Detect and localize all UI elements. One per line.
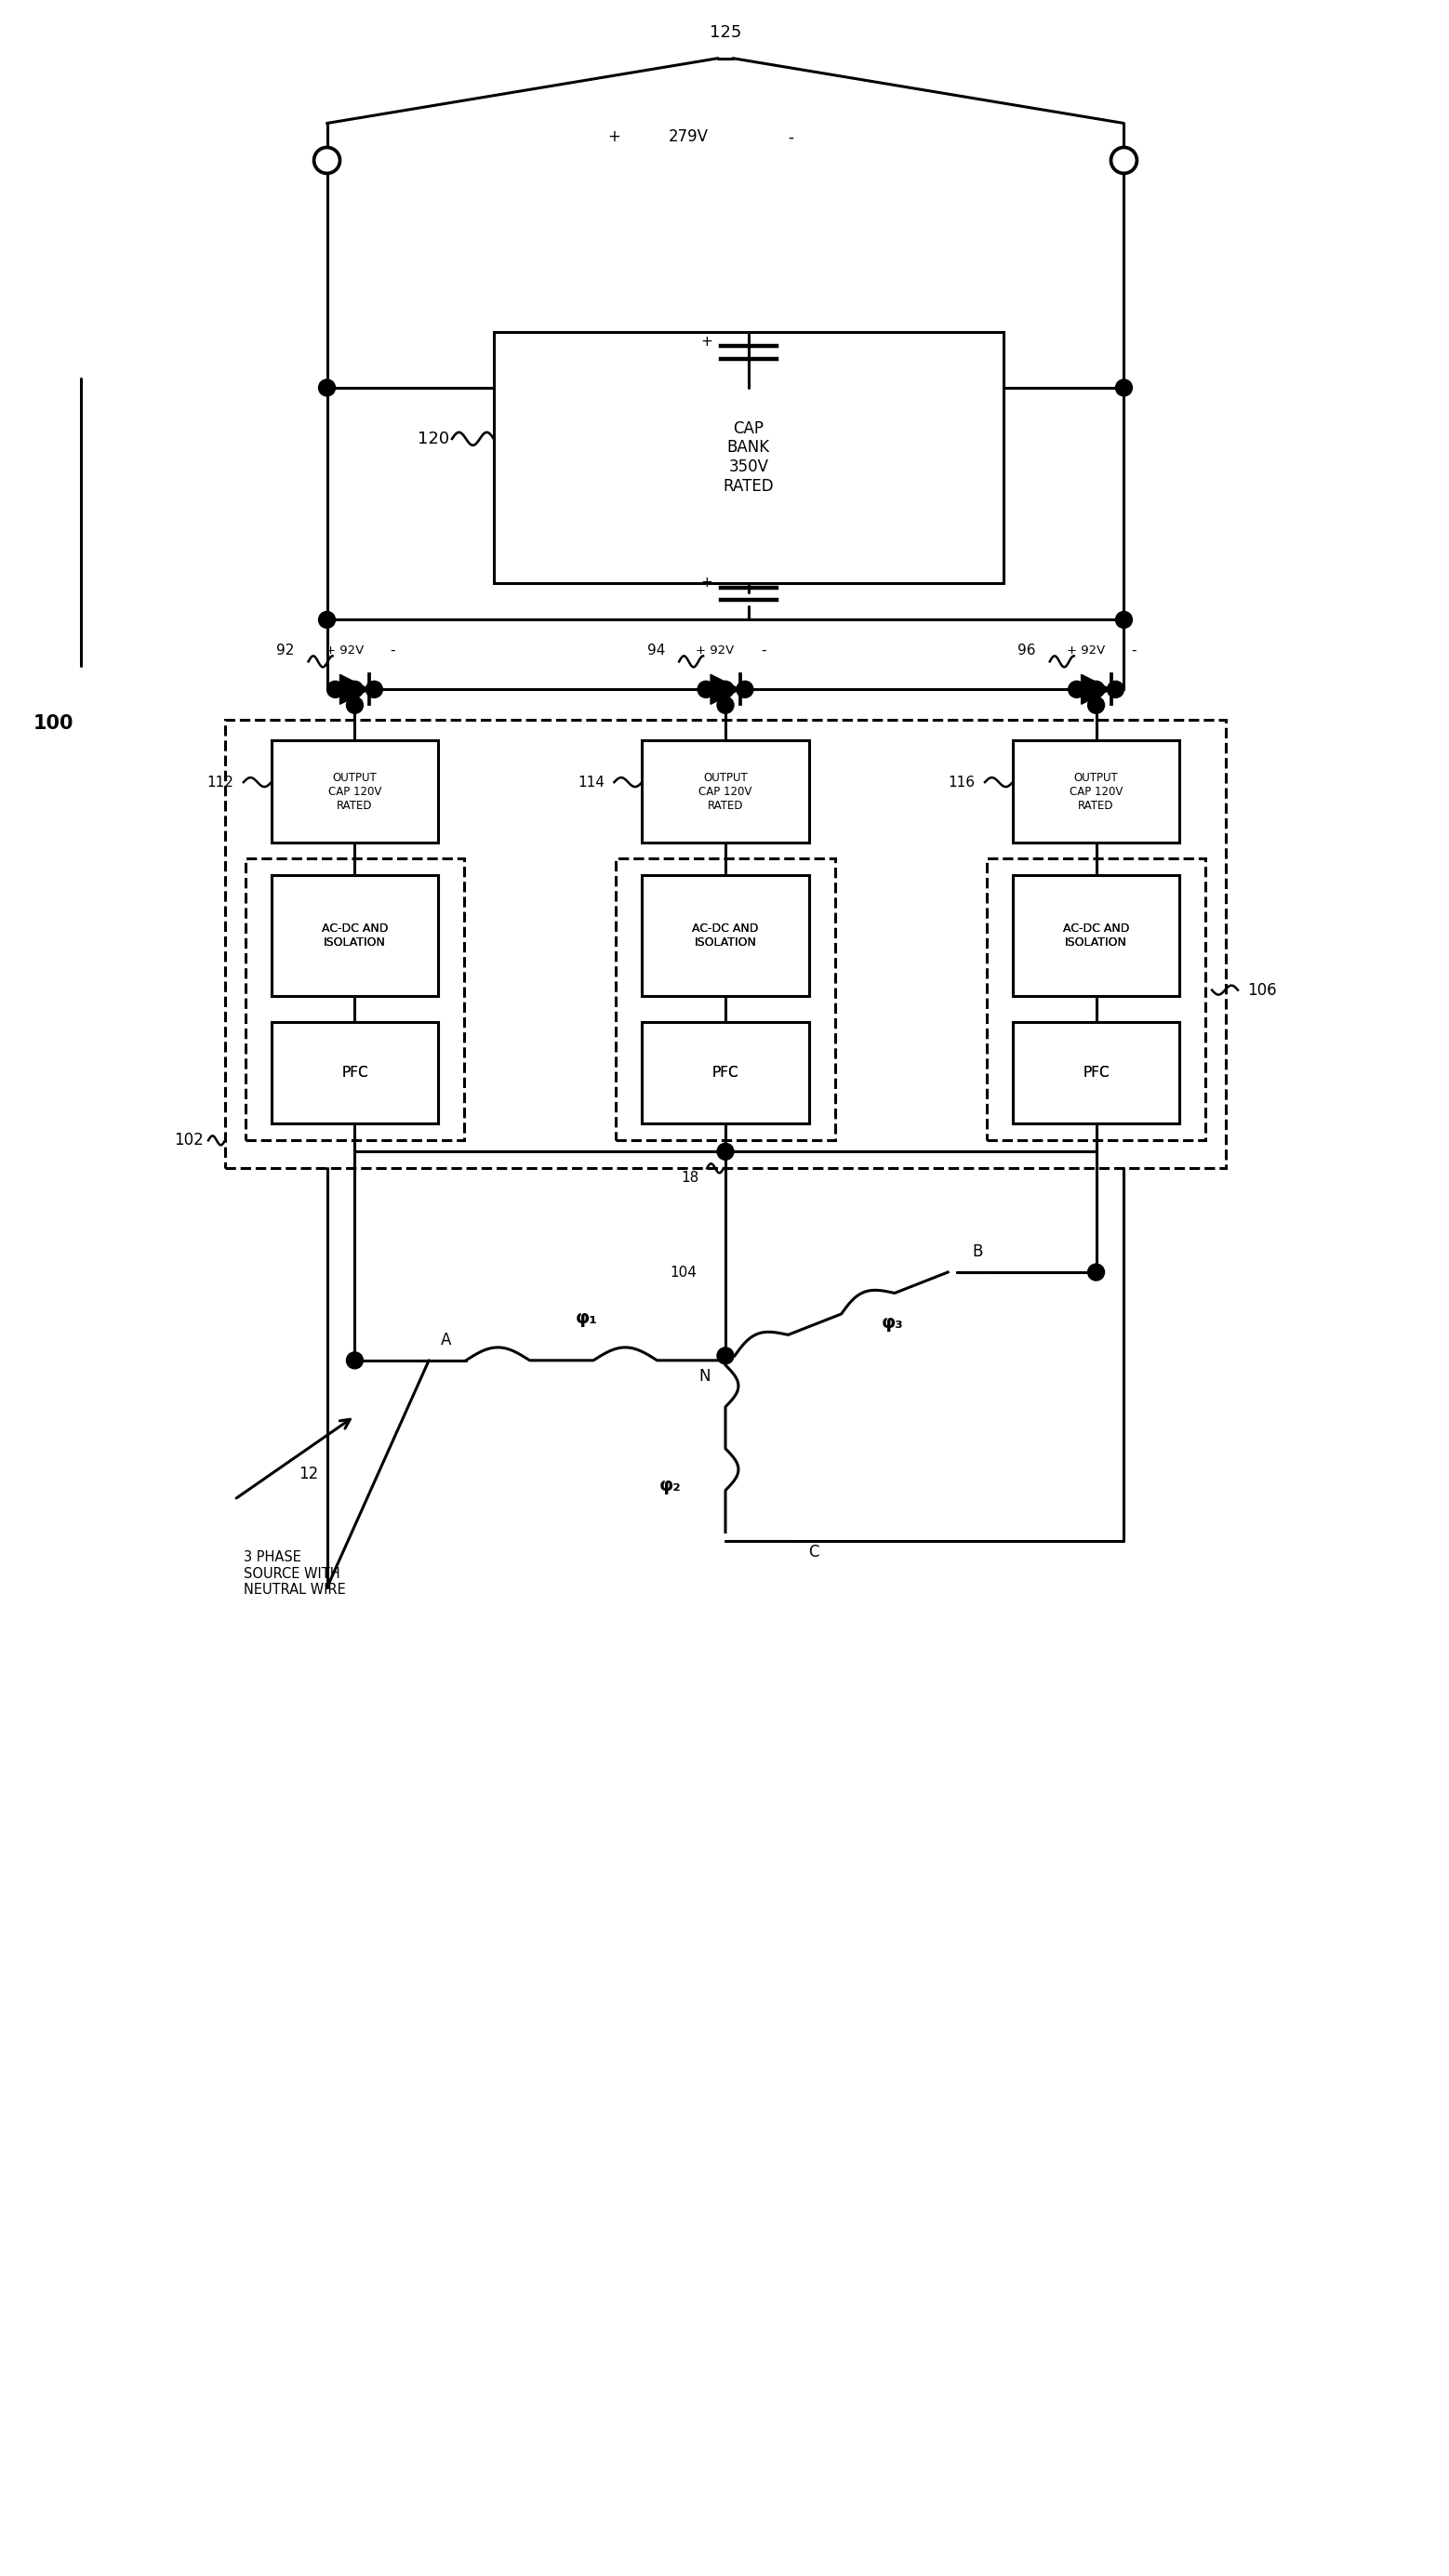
Bar (225, 721, 1226, 1170)
Text: 18: 18 (681, 1170, 700, 1185)
Text: φ₃: φ₃ (881, 1314, 903, 1332)
Text: PFC: PFC (342, 1066, 368, 1079)
Bar (494, 332, 1004, 582)
Bar (271, 876, 438, 997)
Text: 94: 94 (646, 644, 665, 657)
Bar (1013, 739, 1179, 842)
Text: N: N (700, 1368, 711, 1383)
Circle shape (717, 1347, 733, 1365)
Bar (642, 1023, 809, 1123)
Text: -: - (390, 644, 396, 657)
Text: 100: 100 (33, 714, 74, 732)
Circle shape (717, 680, 733, 698)
Bar (616, 858, 835, 1141)
Text: 102: 102 (174, 1131, 204, 1149)
Text: 120: 120 (417, 430, 449, 448)
Circle shape (1116, 611, 1132, 629)
Bar (642, 1023, 809, 1123)
Polygon shape (710, 675, 740, 703)
Text: 3 PHASE
SOURCE WITH
NEUTRAL WIRE: 3 PHASE SOURCE WITH NEUTRAL WIRE (243, 1551, 346, 1597)
Text: 116: 116 (948, 775, 975, 788)
Text: C: C (809, 1543, 819, 1561)
Bar (271, 876, 438, 997)
Text: A: A (440, 1332, 451, 1347)
Circle shape (1107, 680, 1124, 698)
Circle shape (717, 696, 733, 714)
Text: 96: 96 (1017, 644, 1036, 657)
Bar (271, 1023, 438, 1123)
Circle shape (319, 611, 335, 629)
Polygon shape (1081, 675, 1111, 703)
Text: AC-DC AND
ISOLATION: AC-DC AND ISOLATION (1064, 922, 1129, 948)
Bar (1013, 1023, 1179, 1123)
Bar (1013, 876, 1179, 997)
Bar (245, 858, 464, 1141)
Bar (1013, 1023, 1179, 1123)
Circle shape (1088, 680, 1104, 698)
Text: 12: 12 (298, 1466, 319, 1481)
Text: PFC: PFC (711, 1066, 739, 1079)
Bar (271, 739, 438, 842)
Text: OUTPUT
CAP 120V
RATED: OUTPUT CAP 120V RATED (327, 770, 381, 811)
Text: AC-DC AND
ISOLATION: AC-DC AND ISOLATION (693, 922, 759, 948)
Bar (642, 876, 809, 997)
Text: 114: 114 (578, 775, 604, 788)
Circle shape (697, 680, 714, 698)
Text: -: - (1132, 644, 1136, 657)
Circle shape (1088, 696, 1104, 714)
Text: -: - (761, 644, 767, 657)
Text: PFC: PFC (1082, 1066, 1110, 1079)
Circle shape (365, 680, 383, 698)
Circle shape (327, 680, 343, 698)
Text: PFC: PFC (1082, 1066, 1110, 1079)
Polygon shape (341, 675, 369, 703)
Bar (271, 1023, 438, 1123)
Text: CAP
BANK
350V
RATED: CAP BANK 350V RATED (723, 420, 774, 495)
Text: AC-DC AND
ISOLATION: AC-DC AND ISOLATION (322, 922, 388, 948)
Text: φ₂: φ₂ (659, 1476, 681, 1494)
Circle shape (736, 680, 753, 698)
Bar (642, 739, 809, 842)
Text: 112: 112 (207, 775, 233, 788)
Circle shape (1068, 680, 1085, 698)
Text: PFC: PFC (342, 1066, 368, 1079)
Text: 125: 125 (710, 23, 742, 41)
Text: AC-DC AND
ISOLATION: AC-DC AND ISOLATION (322, 922, 388, 948)
Text: 106: 106 (1248, 981, 1277, 999)
Circle shape (1088, 1265, 1104, 1280)
Text: OUTPUT
CAP 120V
RATED: OUTPUT CAP 120V RATED (698, 770, 752, 811)
Text: 279V: 279V (668, 129, 709, 144)
Text: PFC: PFC (711, 1066, 739, 1079)
Text: +: + (607, 129, 620, 144)
Bar (1013, 876, 1179, 997)
Text: 92: 92 (277, 644, 294, 657)
Circle shape (346, 680, 364, 698)
Text: +: + (701, 574, 713, 590)
Text: OUTPUT
CAP 120V
RATED: OUTPUT CAP 120V RATED (1069, 770, 1123, 811)
Circle shape (346, 696, 364, 714)
Text: 104: 104 (671, 1265, 697, 1280)
Bar (642, 876, 809, 997)
Text: + 92V: + 92V (1066, 644, 1106, 657)
Circle shape (1116, 379, 1132, 397)
Text: AC-DC AND
ISOLATION: AC-DC AND ISOLATION (1064, 922, 1129, 948)
Text: -: - (788, 129, 793, 144)
Text: AC-DC AND
ISOLATION: AC-DC AND ISOLATION (693, 922, 759, 948)
Circle shape (346, 1352, 364, 1368)
Text: + 92V: + 92V (326, 644, 364, 657)
Text: B: B (972, 1244, 982, 1260)
Text: +: + (701, 335, 713, 348)
Text: + 92V: + 92V (696, 644, 735, 657)
Circle shape (319, 379, 335, 397)
Circle shape (717, 1144, 733, 1159)
Bar (987, 858, 1206, 1141)
Text: φ₁: φ₁ (575, 1309, 597, 1327)
